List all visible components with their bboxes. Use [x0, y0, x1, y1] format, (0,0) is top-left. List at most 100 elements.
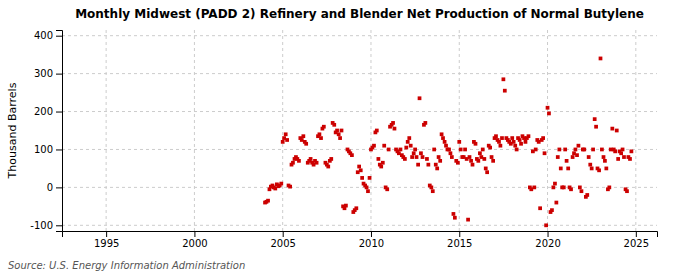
grid [62, 30, 657, 231]
point [450, 155, 454, 159]
point [490, 155, 494, 159]
point [591, 148, 595, 152]
point [532, 186, 536, 190]
point [418, 96, 422, 100]
point [399, 148, 403, 152]
point [416, 163, 420, 167]
point [301, 134, 305, 138]
point [457, 140, 461, 144]
point [616, 157, 620, 161]
x-axis: 1995200020052010201520202025 [63, 231, 658, 249]
grid-line-y [62, 35, 657, 36]
tick-label: 2000 [182, 238, 207, 249]
point [452, 212, 456, 216]
point [279, 182, 283, 186]
point [425, 157, 429, 161]
point [266, 199, 270, 203]
source: Source: U.S. Energy Information Administ… [8, 260, 245, 271]
tick-mark [283, 231, 284, 237]
point [563, 148, 567, 152]
tick-label: 1995 [94, 238, 119, 249]
point [466, 218, 470, 222]
point [463, 148, 467, 152]
point [597, 168, 601, 172]
tick-label: -100 [30, 220, 53, 231]
point [338, 136, 342, 140]
point [354, 206, 358, 210]
point [322, 125, 326, 129]
tick: 200 [34, 106, 62, 117]
tick-mark [56, 112, 62, 113]
point [344, 204, 348, 208]
tick-mark [548, 231, 549, 237]
point [574, 148, 578, 152]
point [375, 129, 379, 133]
point [379, 165, 383, 169]
point [571, 155, 575, 159]
point [559, 167, 563, 171]
point [426, 163, 430, 167]
point [318, 132, 322, 136]
point [474, 142, 478, 146]
point [577, 144, 581, 148]
point [512, 140, 516, 144]
point [587, 155, 591, 159]
point [613, 149, 617, 153]
point [447, 148, 451, 152]
point [441, 136, 445, 140]
tick-label: 100 [34, 144, 53, 155]
grid-line-x [459, 30, 460, 231]
point [443, 140, 447, 144]
point [421, 155, 425, 159]
point [360, 176, 364, 180]
chart: 1995200020052010201520202025-10001002003… [0, 0, 675, 275]
tick-mark [636, 231, 637, 237]
point [575, 153, 579, 157]
tick-mark [459, 231, 460, 237]
point [337, 132, 341, 136]
grid-line-x [370, 30, 371, 231]
grid-line-x [106, 30, 107, 231]
point [607, 186, 611, 190]
title: Monthly Midwest (PADD 2) Refinery and Bl… [75, 7, 644, 21]
grid-line-x [635, 30, 636, 231]
grid-line-y [62, 149, 657, 150]
point [610, 127, 614, 131]
point [432, 148, 436, 152]
tick: 2020 [535, 231, 560, 249]
point [438, 159, 442, 163]
point [412, 151, 416, 155]
point [359, 168, 363, 172]
point [453, 216, 457, 220]
point [553, 182, 557, 186]
point [288, 185, 292, 189]
plot-area: 1995200020052010201520202025-10001002003… [30, 30, 657, 249]
point [494, 134, 498, 138]
points [263, 57, 633, 228]
point [335, 129, 339, 133]
tick-mark [56, 187, 62, 188]
tick: 1995 [94, 231, 119, 249]
point [309, 157, 313, 161]
point [556, 155, 560, 159]
point [630, 149, 634, 153]
grid-line-x [547, 30, 548, 231]
point [566, 167, 570, 171]
axis-line [56, 31, 63, 232]
point [368, 176, 372, 180]
point [582, 148, 586, 152]
point [437, 155, 441, 159]
point [557, 148, 561, 152]
point [406, 140, 410, 144]
point [600, 148, 604, 152]
point [478, 151, 482, 155]
point [284, 132, 288, 136]
point [515, 148, 519, 152]
tick: 2010 [359, 231, 384, 249]
point [562, 186, 566, 190]
point [588, 163, 592, 167]
point [449, 151, 453, 155]
point [565, 159, 569, 163]
point [410, 155, 414, 159]
point [519, 142, 523, 146]
